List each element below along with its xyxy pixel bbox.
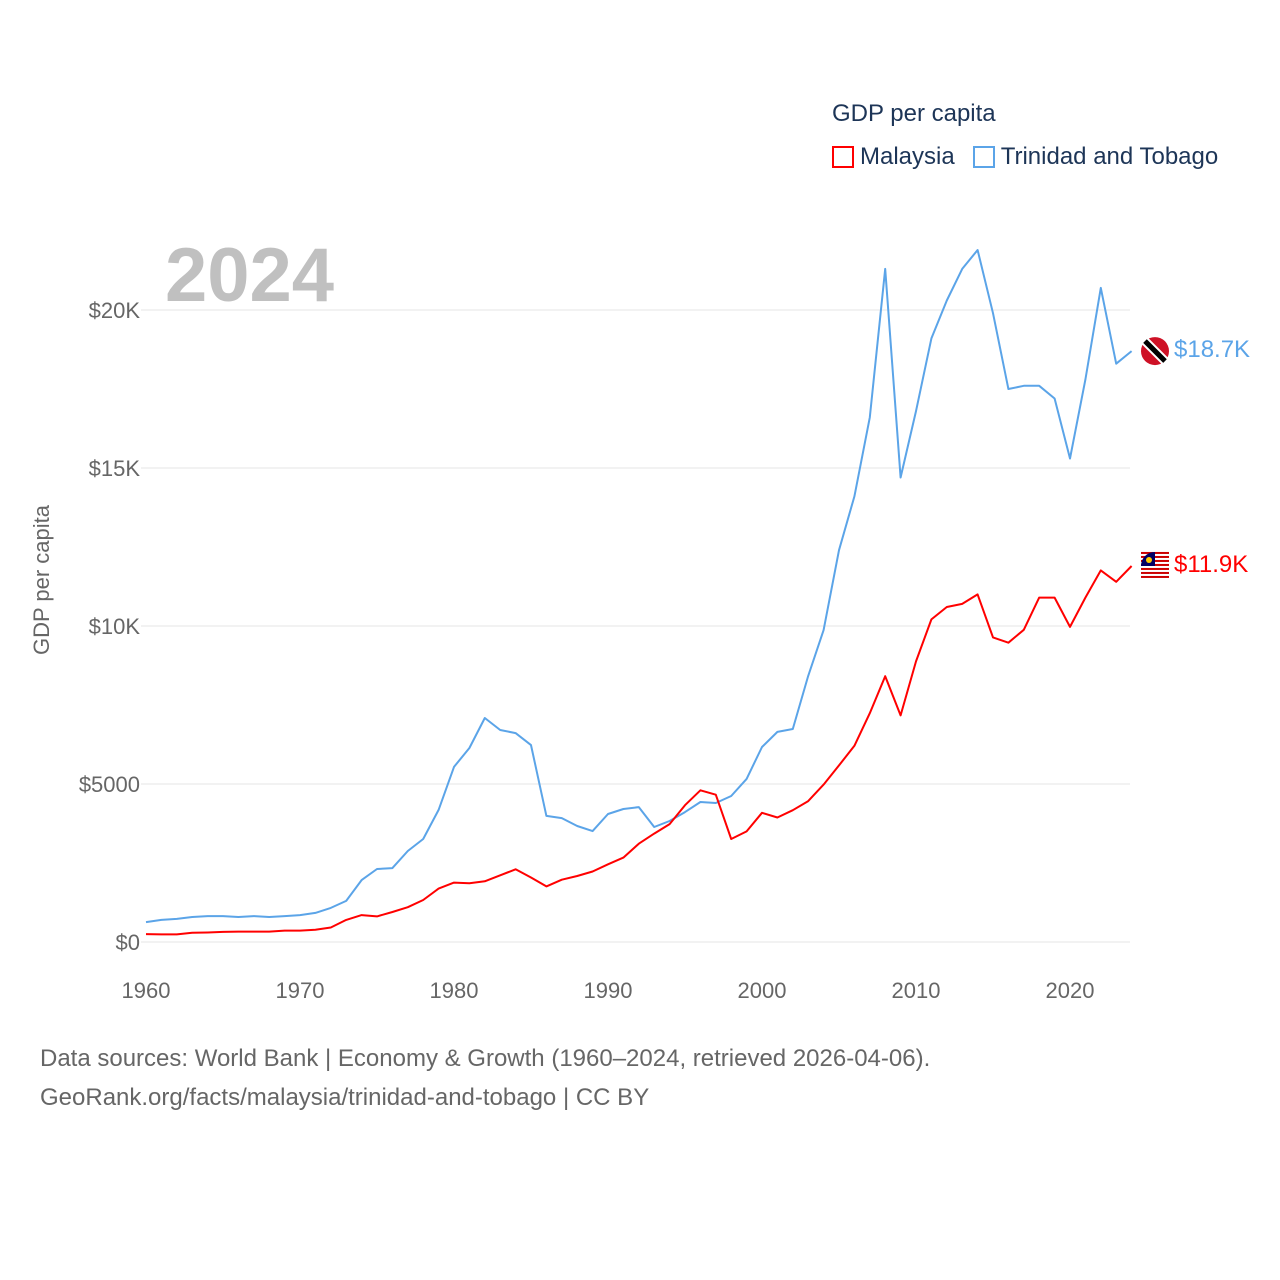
year-label: 2024 — [165, 233, 335, 318]
x-tick-label: 2000 — [738, 978, 787, 1003]
y-axis-label: GDP per capita — [29, 504, 54, 656]
series-line-trinidad — [145, 249, 1133, 924]
legend: Malaysia Trinidad and Tobago — [832, 143, 1218, 171]
legend-item-malaysia[interactable]: Malaysia — [832, 143, 955, 171]
y-tick-label: $0 — [116, 930, 140, 955]
series-line-malaysia — [145, 565, 1133, 936]
x-tick-label: 2010 — [892, 978, 941, 1003]
footer-sources: Data sources: World Bank | Economy & Gro… — [40, 1045, 931, 1072]
legend-label: Trinidad and Tobago — [1000, 143, 1219, 170]
legend-label: Malaysia — [860, 143, 955, 170]
trinidad-flag-stripe — [1143, 339, 1167, 363]
malaysia-flag-stripe — [1141, 575, 1169, 578]
malaysia-flag-stripe — [1141, 571, 1169, 574]
y-tick-label: $20K — [89, 298, 141, 323]
legend-swatch-trinidad — [972, 146, 995, 168]
x-tick-label: 2020 — [1046, 978, 1095, 1003]
y-tick-label: $15K — [89, 456, 141, 481]
legend-swatch-malaysia — [832, 146, 854, 168]
malaysia-flag-stripe — [1141, 567, 1169, 570]
x-tick-label: 1980 — [430, 978, 479, 1003]
x-tick-label: 1960 — [122, 978, 171, 1003]
x-tick-label: 1970 — [276, 978, 325, 1003]
end-label-malaysia: $11.9K — [1174, 550, 1249, 578]
y-tick-label: $10K — [89, 614, 141, 639]
x-tick-label: 1990 — [584, 978, 633, 1003]
malaysia-flag-moon — [1146, 556, 1152, 563]
footer-link[interactable]: GeoRank.org/facts/malaysia/trinidad-and-… — [40, 1084, 650, 1111]
end-label-trinidad: $18.7K — [1174, 336, 1251, 364]
legend-item-trinidad[interactable]: Trinidad and Tobago — [972, 143, 1219, 171]
y-tick-label: $5000 — [79, 772, 140, 797]
legend-title: GDP per capita — [832, 100, 996, 127]
